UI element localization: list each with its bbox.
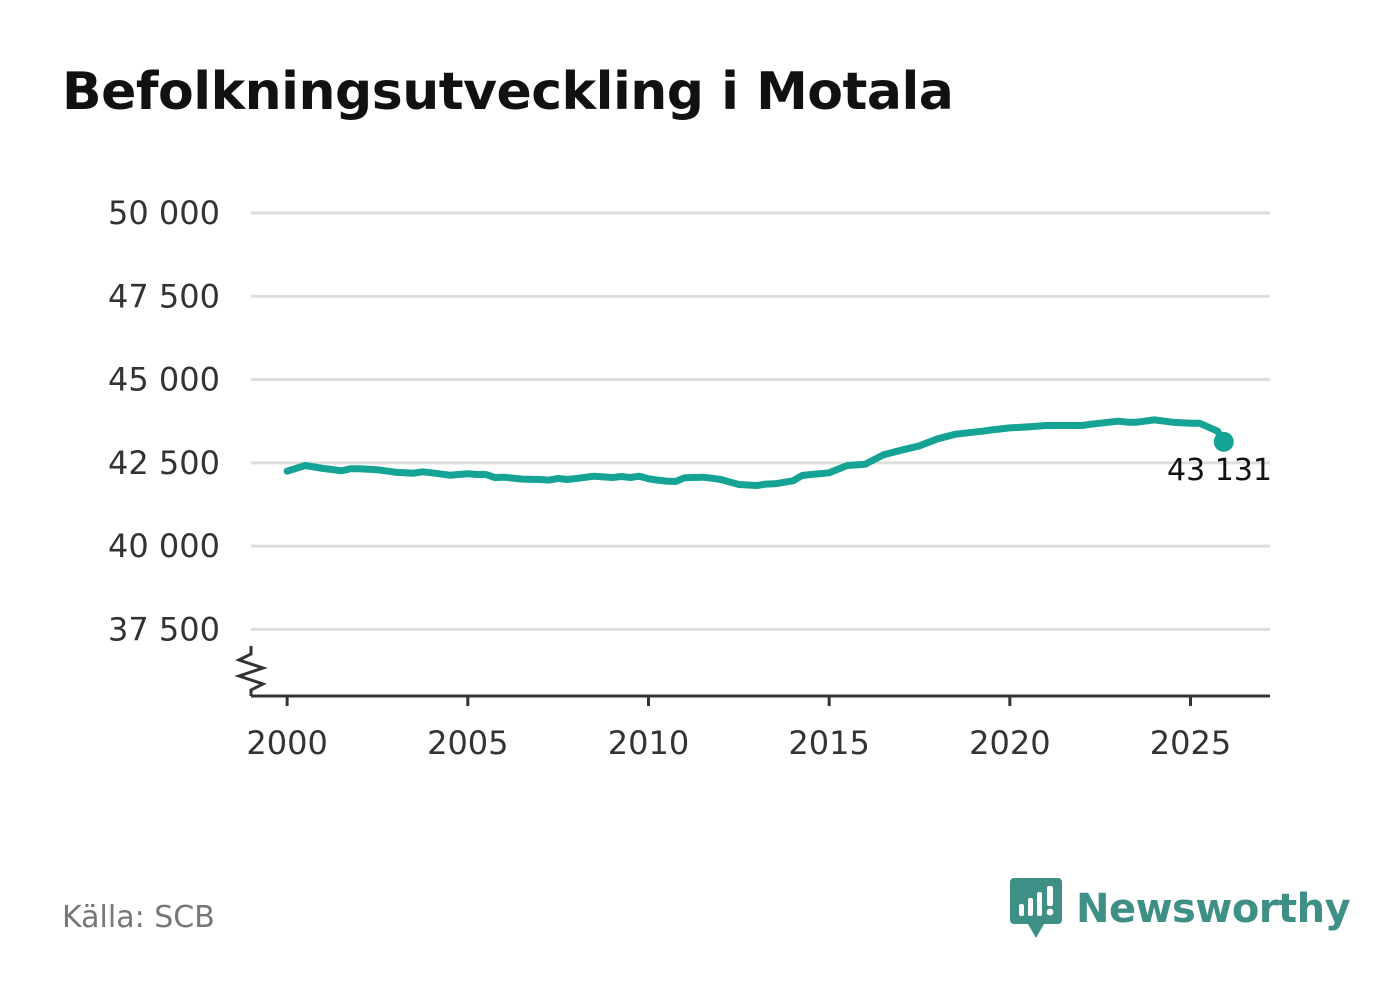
x-tick-label: 2005 (427, 724, 508, 762)
newsworthy-logo-icon (1010, 878, 1062, 938)
last-value-label: 43 131 (1167, 453, 1272, 488)
gridlines (251, 211, 1270, 631)
x-tick-label: 2020 (969, 724, 1050, 762)
last-point-marker (1213, 431, 1234, 452)
line-chart: 37 500 40 000 42 500 45 000 47 500 50 000 200… (108, 194, 1272, 762)
x-tick-label: 2015 (788, 724, 869, 762)
y-tick-label: 45 000 (108, 361, 220, 399)
y-tick-label: 47 500 (108, 277, 220, 315)
x-tick-label: 2010 (608, 724, 689, 762)
x-tick-label: 2000 (246, 724, 327, 762)
axis-break-icon (234, 646, 268, 696)
brand: Newsworthy (1010, 878, 1351, 940)
chart-title: Befolkningsutveckling i Motala (62, 62, 954, 122)
series: 43 131 (283, 416, 1272, 489)
series-line (283, 416, 1228, 489)
x-axis: 2000 2005 2010 2015 2020 2025 (234, 646, 1270, 762)
source-label: Källa: SCB (62, 900, 215, 935)
y-axis-tick-labels: 37 500 40 000 42 500 45 000 47 500 50 000 (108, 194, 220, 648)
y-tick-label: 50 000 (108, 194, 220, 232)
y-tick-label: 42 500 (108, 444, 220, 482)
brand-name: Newsworthy (1076, 886, 1351, 932)
y-tick-label: 37 500 (108, 610, 220, 648)
x-tick-label: 2025 (1150, 724, 1231, 762)
y-tick-label: 40 000 (108, 527, 220, 565)
